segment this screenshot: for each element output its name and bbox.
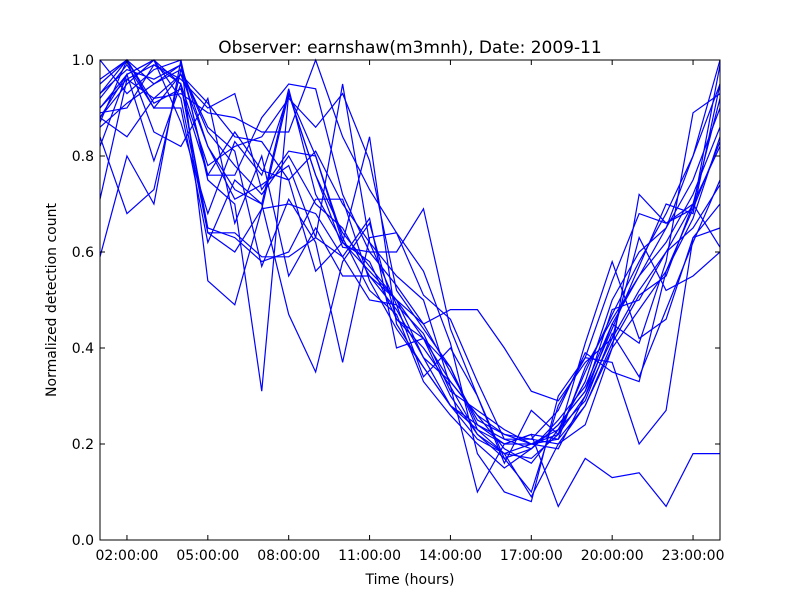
series-line-7: [99, 73, 721, 445]
x-axis-ticks: 02:00:00 05:00:00 08:00:00 11:00:00 14:00:00…: [96, 60, 725, 564]
y-tick-label: 0.6: [72, 245, 94, 261]
series-line-14: [99, 63, 720, 508]
x-tick-label: 02:00:00: [96, 548, 159, 564]
x-tick-label: 23:00:00: [662, 548, 725, 564]
x-tick-label: 05:00:00: [176, 548, 239, 564]
y-tick-label: 0.0: [72, 533, 94, 549]
x-tick-label: 17:00:00: [500, 548, 563, 564]
y-tick-label: 0.4: [72, 341, 94, 357]
y-axis-ticks: 0.0 0.2 0.4 0.6 0.8 1.0: [72, 53, 720, 549]
series-line-3: [99, 68, 721, 445]
series-line-18: [99, 59, 721, 450]
x-tick-label: 08:00:00: [257, 548, 320, 564]
series-line-17: [99, 64, 721, 402]
y-axis-label: Normalized detection count: [44, 203, 60, 397]
series-line-13: [99, 67, 721, 503]
x-axis-label: Time (hours): [365, 572, 455, 588]
series-line-11: [99, 59, 721, 494]
series-lines: [99, 58, 721, 508]
plot-frame: [99, 59, 721, 541]
y-tick-label: 0.2: [72, 437, 94, 453]
x-tick-label: 14:00:00: [419, 548, 482, 564]
series-line-16: [99, 59, 721, 465]
series-line-10: [99, 72, 721, 450]
chart-title: Observer: earnshaw(m3mnh), Date: 2009-11: [218, 38, 601, 58]
y-tick-label: 0.8: [72, 149, 94, 165]
y-tick-label: 1.0: [72, 53, 94, 69]
series-line-9: [99, 59, 721, 464]
x-tick-label: 20:00:00: [581, 548, 644, 564]
series-line-12: [99, 58, 721, 440]
x-tick-label: 11:00:00: [338, 548, 401, 564]
